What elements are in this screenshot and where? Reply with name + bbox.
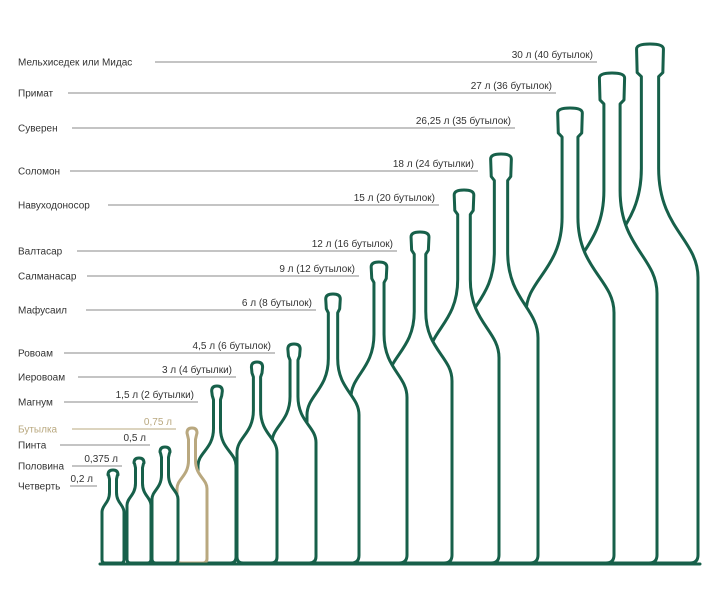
bottle-volume-label: 30 л (40 бутылок) bbox=[512, 49, 593, 61]
bottle-shape-7 bbox=[349, 260, 409, 565]
bottle-volume-label: 4,5 л (6 бутылок) bbox=[193, 340, 271, 352]
bottle-name-label: Четверть bbox=[18, 482, 60, 493]
bottle-shape-3 bbox=[524, 106, 616, 565]
bottle-shape-9 bbox=[270, 342, 318, 565]
bottle-volume-label: 0,5 л bbox=[123, 433, 146, 444]
bottle-shape-15 bbox=[100, 468, 126, 565]
bottle-volume-label: 0,375 л bbox=[84, 454, 118, 465]
bottle-group bbox=[98, 42, 702, 566]
bottle-name-label: Суверен bbox=[18, 124, 58, 135]
bottle-name-label: Валтасар bbox=[18, 247, 63, 258]
bottle-volume-label: 0,75 л bbox=[144, 417, 172, 428]
bottle-name-label: Ровоам bbox=[18, 349, 53, 360]
leader-line-group bbox=[60, 61, 597, 487]
bottle-name-label: Мельхиседек или Мидас bbox=[18, 58, 132, 69]
bottle-name-label: Половина bbox=[18, 462, 64, 473]
bottle-shape-13 bbox=[150, 445, 180, 565]
bottle-volume-label: 18 л (24 бутылки) bbox=[393, 158, 474, 170]
bottle-shape-8 bbox=[305, 292, 361, 565]
bottle-name-label: Пинта bbox=[18, 441, 47, 452]
bottle-name-label: Бутылка bbox=[18, 425, 58, 436]
bottle-volume-label: 0,2 л bbox=[70, 474, 93, 485]
label-group: Мельхиседек или Мидас 30 л (40 бутылок) Пр… bbox=[18, 49, 593, 493]
bottle-volume-label: 1,5 л (2 бутылки) bbox=[116, 389, 194, 401]
bottle-name-label: Салманасар bbox=[18, 272, 77, 283]
bottle-shape-14 bbox=[125, 456, 153, 565]
bottle-name-label: Навуходоносор bbox=[18, 201, 90, 212]
bottle-volume-label: 27 л (36 бутылок) bbox=[471, 80, 552, 92]
bottle-shape-10 bbox=[235, 360, 279, 565]
bottle-volume-label: 6 л (8 бутылок) bbox=[242, 297, 312, 309]
bottle-volume-label: 12 л (16 бутылок) bbox=[312, 238, 393, 250]
bottle-volume-label: 15 л (20 бутылок) bbox=[354, 192, 435, 204]
bottle-volume-label: 9 л (12 бутылок) bbox=[279, 263, 355, 275]
bottle-volume-label: 26,25 л (35 бутылок) bbox=[416, 115, 511, 127]
bottle-name-label: Иеровоам bbox=[18, 373, 65, 384]
bottle-shape-12 bbox=[175, 426, 209, 565]
bottle-name-label: Примат bbox=[18, 89, 54, 100]
bottle-name-label: Мафусаил bbox=[18, 305, 67, 317]
bottle-name-label: Соломон bbox=[18, 167, 60, 178]
bottle-volume-label: 3 л (4 бутылки) bbox=[162, 364, 232, 376]
bottle-name-label: Магнум bbox=[18, 398, 53, 409]
